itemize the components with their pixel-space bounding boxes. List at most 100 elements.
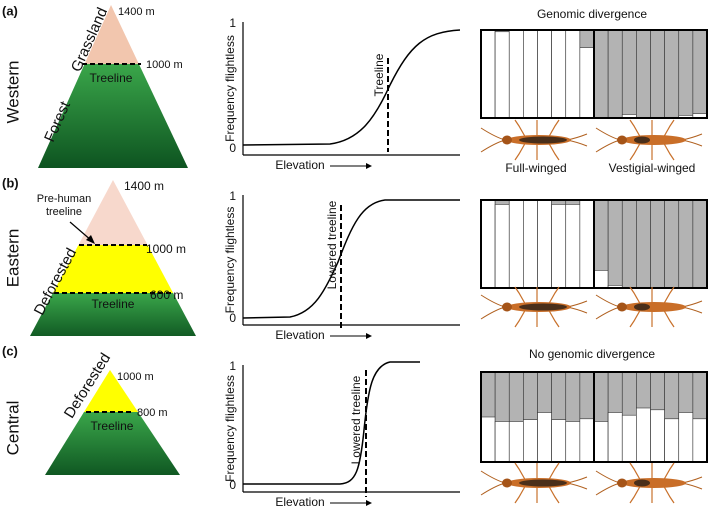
insect-head: [617, 478, 627, 488]
white-segment: [537, 412, 552, 463]
y-tick-label: 1: [229, 16, 236, 30]
white-segment: [607, 412, 623, 463]
region-label: Eastern: [3, 229, 22, 288]
curve: [242, 29, 461, 146]
elevation-label: 800 m: [137, 407, 168, 419]
insect-leg: [629, 306, 643, 328]
y-tick-label: 1: [229, 189, 236, 203]
insect: [595, 286, 703, 328]
x-axis-label: Elevation: [275, 328, 324, 342]
insect-leg: [514, 119, 528, 141]
insect-body: [622, 478, 686, 488]
annotation: Pre-human: [37, 193, 91, 205]
white-segment: [480, 29, 496, 119]
y-tick-label: 1: [229, 359, 236, 373]
insect-wings: [519, 303, 567, 311]
white-segment: [650, 409, 665, 463]
gray-segment: [607, 29, 623, 119]
insect-head: [617, 302, 627, 312]
insect-antenna: [595, 294, 621, 308]
white-segment: [692, 418, 708, 463]
curve: [242, 199, 460, 319]
white-segment: [537, 199, 552, 289]
gray-segment: [636, 199, 651, 289]
white-segment: [494, 204, 510, 289]
annotation: treeline: [46, 206, 82, 218]
insect: [595, 462, 703, 504]
insect-wing-pads: [634, 136, 650, 144]
white-segment: [494, 31, 510, 119]
white-segment: [480, 416, 496, 463]
white-segment: [523, 419, 538, 463]
insect-leg: [514, 139, 528, 161]
insect-leg: [514, 306, 528, 328]
x-axis-label: Elevation: [275, 158, 324, 172]
white-segment: [593, 421, 609, 463]
insect-leg: [514, 462, 528, 484]
marker-label: Lowered treeline: [349, 375, 363, 464]
y-tick-label: 0: [229, 311, 236, 325]
structure-title: Genomic divergence: [537, 7, 647, 21]
insect-wings: [519, 479, 567, 487]
gray-segment: [621, 29, 637, 119]
gray-segment: [636, 29, 651, 119]
gray-segment: [678, 199, 694, 289]
insect: [480, 119, 588, 161]
insect-antenna: [595, 470, 621, 484]
insect-antenna: [480, 294, 506, 308]
region-label: Western: [3, 61, 22, 124]
white-segment: [508, 29, 524, 119]
insect-body: [622, 135, 686, 145]
white-segment: [579, 199, 595, 289]
y-axis-label: Frequency flightless: [223, 35, 237, 142]
insect-body: [622, 302, 686, 312]
structure-title: No genomic divergence: [529, 347, 655, 361]
insect-antenna: [595, 127, 621, 141]
insect-leg: [514, 482, 528, 504]
panel-label: (b): [2, 175, 19, 190]
x-axis-label: Elevation: [275, 495, 324, 509]
treeline-label: Treeline: [90, 71, 133, 85]
marker-label: Lowered treeline: [325, 200, 339, 289]
insect-antenna: [480, 139, 506, 153]
insect-wing-pads: [634, 303, 650, 311]
insect-leg: [629, 462, 643, 484]
gray-segment: [621, 199, 637, 289]
gray-segment: [664, 199, 680, 289]
insect-wing-pads: [634, 479, 650, 487]
white-segment: [664, 418, 680, 463]
elevation-label: 1000 m: [117, 371, 154, 383]
treeline-label: Treeline: [92, 297, 135, 311]
insect-head: [502, 478, 512, 488]
arrow-head: [366, 500, 372, 506]
treeline-label: Treeline: [91, 419, 134, 433]
insect: [480, 462, 588, 504]
gray-segment: [664, 29, 680, 119]
white-segment: [678, 412, 694, 463]
insect-head: [502, 135, 512, 145]
insect-antenna: [480, 482, 506, 496]
gray-segment: [692, 199, 708, 289]
y-axis-label: Frequency flightless: [223, 375, 237, 482]
y-axis-label: Frequency flightless: [223, 207, 237, 314]
elevation-label: 600 m: [150, 288, 183, 302]
gray-segment: [678, 29, 694, 119]
white-segment: [621, 414, 637, 463]
elevation-label: 1400 m: [118, 6, 155, 18]
insect-head: [502, 302, 512, 312]
insect-leg: [629, 286, 643, 308]
insect: [480, 286, 588, 328]
block-frame: [593, 371, 708, 463]
insect-leg: [629, 139, 643, 161]
arrow-head: [366, 333, 372, 339]
white-segment: [537, 29, 552, 119]
insect-label: Vestigial-winged: [609, 161, 696, 175]
white-segment: [551, 204, 567, 289]
white-segment: [551, 419, 567, 463]
white-segment: [579, 47, 595, 119]
gray-segment: [650, 29, 665, 119]
block-frame: [593, 29, 708, 119]
white-segment: [565, 421, 581, 463]
insect-label: Full-winged: [505, 161, 566, 175]
